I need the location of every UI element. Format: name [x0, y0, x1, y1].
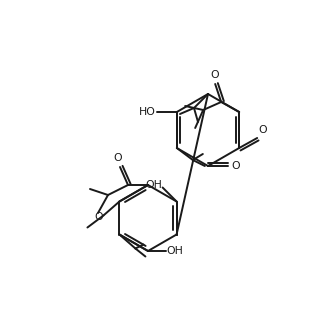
Text: O: O: [211, 70, 219, 80]
Text: OH: OH: [145, 180, 162, 191]
Text: O: O: [232, 161, 240, 171]
Text: O: O: [94, 211, 103, 221]
Text: O: O: [114, 153, 122, 163]
Text: HO: HO: [138, 107, 155, 117]
Text: OH: OH: [167, 246, 183, 256]
Text: O: O: [259, 125, 267, 135]
